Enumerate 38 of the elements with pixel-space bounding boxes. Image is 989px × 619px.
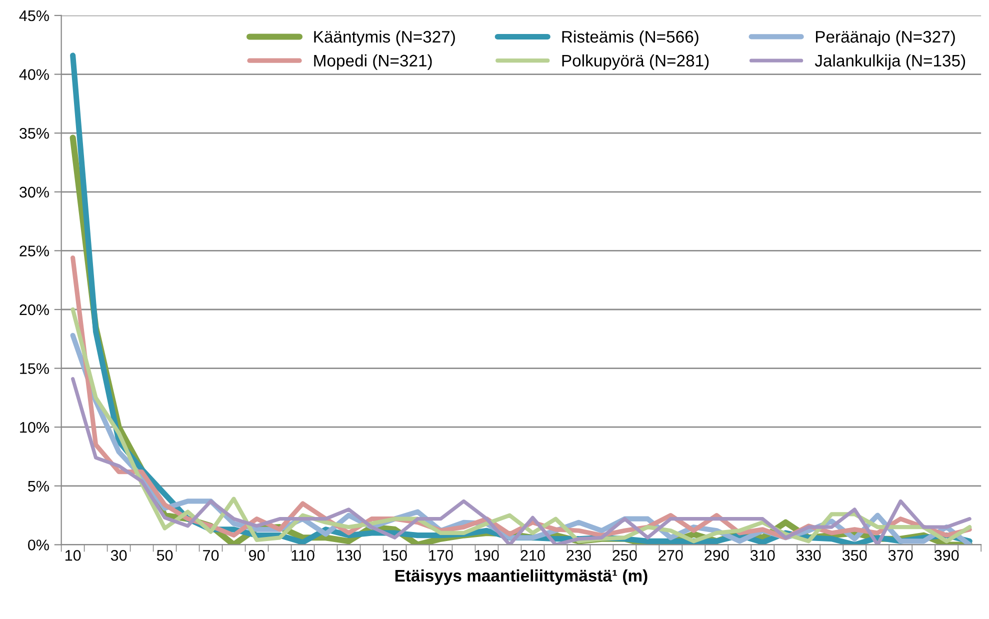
x-tick-label: 30 bbox=[110, 550, 127, 561]
x-tick-label: 110 bbox=[292, 550, 314, 561]
y-tick-label: 15% bbox=[20, 363, 49, 374]
legend-label: Peräänajo (N=327) bbox=[816, 30, 955, 46]
x-tick-label: 150 bbox=[383, 550, 407, 561]
legend-label: Risteämis (N=566) bbox=[562, 30, 698, 46]
x-tick-label: 130 bbox=[337, 550, 361, 561]
legend-label: Jalankulkija (N=135) bbox=[814, 54, 966, 70]
x-tick-label: 250 bbox=[612, 550, 637, 561]
y-tick-label: 45% bbox=[19, 10, 49, 22]
x-tick-label: 10 bbox=[65, 550, 81, 561]
line-series bbox=[71, 377, 972, 545]
legend-label: Mopedi (N=321) bbox=[314, 54, 432, 70]
x-tick-label: 70 bbox=[203, 550, 219, 561]
x-tick-label: 370 bbox=[888, 550, 913, 561]
x-tick-label: 190 bbox=[475, 550, 499, 561]
x-tick-label: 270 bbox=[658, 550, 683, 561]
y-tick-label: 10% bbox=[20, 422, 49, 433]
x-tick-label: 290 bbox=[704, 550, 729, 561]
y-tick-label: 20% bbox=[20, 304, 49, 316]
x-tick-label: 210 bbox=[520, 550, 545, 561]
x-tick-label: 170 bbox=[429, 550, 453, 561]
y-tick-label: 40% bbox=[19, 69, 49, 80]
x-tick-label: 350 bbox=[842, 550, 867, 561]
legend-label: Polkupyörä (N=281) bbox=[562, 54, 709, 70]
y-tick-label: 35% bbox=[20, 128, 49, 139]
x-axis-title: Etäisyys maantieliittymästä¹ (m) bbox=[395, 569, 648, 585]
x-tick-label: 230 bbox=[566, 550, 591, 561]
x-tick-label: 90 bbox=[248, 550, 265, 561]
x-tick-label: 330 bbox=[796, 550, 821, 561]
y-tick-label: 5% bbox=[28, 480, 49, 492]
x-tick-label: 310 bbox=[750, 550, 775, 561]
y-tick-label: 25% bbox=[20, 246, 49, 256]
y-tick-label: 30% bbox=[20, 186, 49, 198]
legend-label: Kääntymis (N=327) bbox=[314, 30, 455, 46]
y-tick-label: 0% bbox=[28, 540, 49, 550]
x-tick-label: 50 bbox=[156, 550, 173, 561]
x-tick-label: 390 bbox=[934, 550, 959, 561]
